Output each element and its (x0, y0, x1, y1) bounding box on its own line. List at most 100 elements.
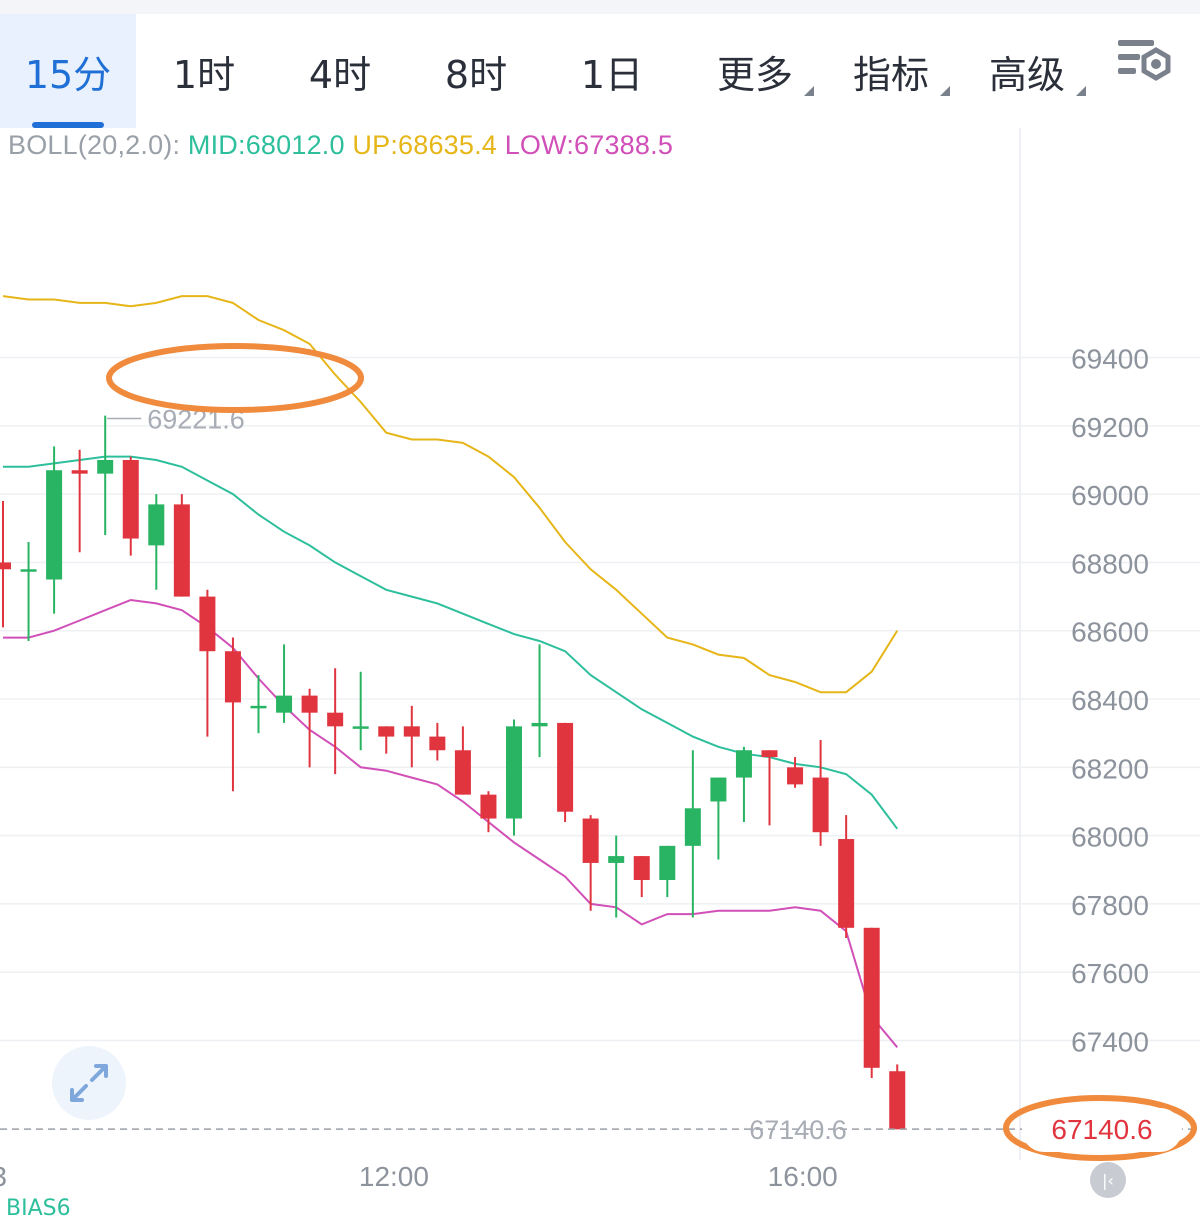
candle-down (480, 791, 497, 833)
tab-label: 高级 (988, 52, 1065, 97)
candle-body (863, 927, 880, 1068)
candle-down (301, 688, 318, 768)
candle-body (403, 726, 420, 737)
tab-indicators-dropdown[interactable]: 指标 (826, 14, 956, 128)
candle-body (506, 726, 522, 819)
dropdown-corner-icon (940, 86, 950, 96)
annotation-circle-price (1003, 1095, 1197, 1161)
candle-up (684, 750, 701, 918)
candle-body (659, 845, 676, 880)
tab-label: 4时 (308, 52, 372, 97)
candle-body (812, 777, 829, 833)
interval-tab-bar: 15分 1时 4时 8时 1日 更多 指标 高级 (0, 14, 1200, 128)
x-tick-label: 16:00 (768, 1161, 838, 1192)
y-tick-label: 67400 (1071, 1026, 1149, 1057)
candle-body (301, 695, 318, 713)
candle-body (173, 504, 190, 597)
candle-body (838, 839, 855, 928)
candle-body (352, 726, 369, 729)
annotation-circle-high (106, 343, 364, 413)
y-tick-label: 68400 (1071, 685, 1149, 716)
chart-settings-icon[interactable] (1112, 30, 1174, 92)
candle-body (889, 1071, 906, 1130)
bias-label: BIAS6 (6, 1196, 71, 1221)
tab-label: 15分 (24, 52, 112, 97)
candle-down (199, 589, 216, 737)
candle-body (557, 722, 574, 812)
scroll-to-latest-button[interactable]: |‹ (1090, 1162, 1126, 1198)
y-tick-label: 68000 (1071, 822, 1149, 853)
x-tick-label: 12:00 (359, 1161, 429, 1192)
candle-down (557, 722, 574, 822)
candle-body (787, 767, 804, 785)
candle-up (531, 644, 548, 758)
tab-more-dropdown[interactable]: 更多 (690, 14, 820, 128)
candle-up (148, 494, 165, 590)
candle-body (20, 569, 37, 572)
boll-up-value: UP:68635.4 (352, 130, 498, 160)
candle-down (403, 705, 420, 768)
y-tick-label: 68600 (1071, 617, 1149, 648)
current-price-value: 67140.6 (1051, 1114, 1153, 1145)
candle-up (46, 446, 63, 614)
bias-indicator-legend: BIAS6 (6, 1196, 71, 1221)
candle-body (761, 750, 778, 758)
y-tick-label: 67800 (1071, 890, 1149, 921)
tab-advanced-dropdown[interactable]: 高级 (962, 14, 1092, 128)
candle-body (199, 596, 216, 652)
tab-label: 更多 (716, 52, 793, 97)
candle-body (276, 695, 293, 713)
candle-down (838, 815, 855, 939)
candle-down (71, 449, 88, 553)
candle-up (710, 777, 727, 860)
candle-body (378, 726, 395, 737)
candle-up (659, 845, 676, 898)
candle-down (454, 726, 471, 795)
candle-body (582, 818, 599, 863)
y-tick-label: 68200 (1071, 753, 1149, 784)
last-price-label: 67140.6 (749, 1115, 847, 1145)
candle-body (608, 856, 625, 863)
fullscreen-expand-button[interactable] (52, 1046, 126, 1120)
candle-body (633, 856, 650, 880)
candle-body (250, 705, 267, 709)
candle-down (224, 637, 241, 792)
tab-1h[interactable]: 1时 (136, 14, 272, 128)
candle-body (480, 794, 497, 819)
boll-indicator-legend: BOLL(20,2.0): MID:68012.0 UP:68635.4 LOW… (8, 130, 673, 161)
candle-body (224, 651, 241, 703)
x-tick-label: 月3 (0, 1161, 7, 1192)
y-tick-label: 69200 (1071, 412, 1149, 443)
candle-down (327, 668, 344, 775)
y-tick-label: 68800 (1071, 548, 1149, 579)
boll-mid-value: MID:68012.0 (187, 130, 345, 160)
tab-15m[interactable]: 15分 (0, 14, 136, 128)
candle-body (46, 470, 63, 580)
candle-down (863, 927, 880, 1079)
candle-up (608, 835, 625, 918)
candle-up (97, 415, 114, 536)
candle-body (97, 460, 114, 474)
candle-down (429, 722, 446, 761)
candle-down (378, 726, 395, 754)
candle-body (122, 460, 139, 539)
boll-low-value: LOW:67388.5 (504, 130, 674, 160)
tab-label: 8时 (444, 52, 508, 97)
candle-body (684, 808, 701, 846)
tab-label: 1时 (172, 52, 236, 97)
tab-1d[interactable]: 1日 (544, 14, 680, 128)
candle-body (735, 750, 752, 778)
candle-body (71, 470, 88, 474)
candle-body (0, 562, 11, 570)
candle-down (812, 740, 829, 846)
candle-up (506, 719, 522, 836)
tab-4h[interactable]: 4时 (272, 14, 408, 128)
current-price-badge: 67140.6 (1022, 1108, 1182, 1152)
y-tick-label: 67600 (1071, 958, 1149, 989)
tab-8h[interactable]: 8时 (408, 14, 544, 128)
boll-lower-line (3, 598, 899, 1048)
candle-up (20, 541, 37, 641)
candle-up (352, 671, 369, 751)
candle-body (710, 777, 727, 802)
